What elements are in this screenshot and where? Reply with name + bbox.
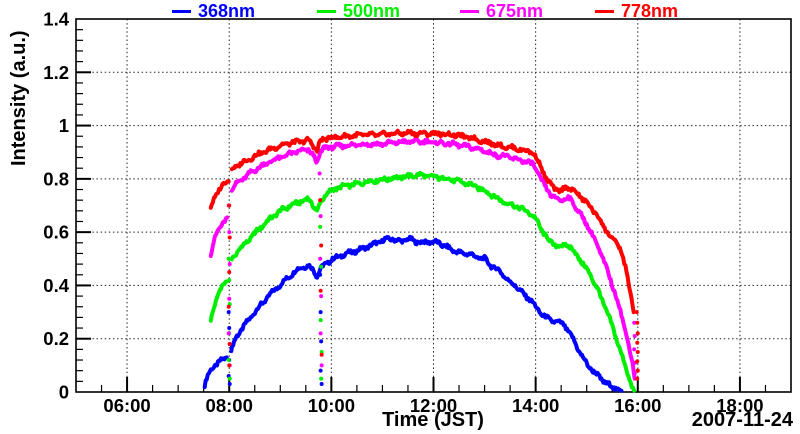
y-tick-label: 1.2 <box>43 62 69 83</box>
y-axis-title: Intensity (a.u.) <box>8 30 30 166</box>
x-tick-label: 16:00 <box>614 395 661 416</box>
series-curve-778nm <box>208 128 640 381</box>
legend-label-368nm: 368nm <box>198 1 256 21</box>
legend-line-swatch-778nm <box>595 9 614 13</box>
legend-item-500nm: 500nm <box>317 1 400 21</box>
y-tick-label: 0 <box>59 382 69 403</box>
x-tick-label: 14:00 <box>512 395 559 416</box>
legend-line-swatch-500nm <box>317 9 336 13</box>
series-curve-675nm <box>208 136 638 381</box>
gridlines <box>76 19 791 392</box>
series-curve-368nm <box>202 234 624 393</box>
y-tick-label: 0.6 <box>43 222 69 243</box>
y-tick-label: 1 <box>59 115 69 136</box>
legend-item-675nm: 675nm <box>460 1 543 21</box>
y-tick-label: 0.8 <box>43 168 69 189</box>
x-tick-label: 10:00 <box>308 395 355 416</box>
x-axis-title: Time (JST) <box>382 409 484 431</box>
x-tick-label: 06:00 <box>103 395 150 416</box>
legend-label-500nm: 500nm <box>343 1 401 21</box>
legend-item-778nm: 778nm <box>595 1 678 21</box>
y-tick-label: 0.4 <box>43 275 69 296</box>
legend-line-swatch-368nm <box>172 9 191 13</box>
series-curve-500nm <box>208 170 637 393</box>
x-tick-label: 18:00 <box>716 395 763 416</box>
y-tick-label: 0.2 <box>43 328 69 349</box>
date-annotation: 2007-11-24 <box>691 409 793 431</box>
y-tick-label: 1.4 <box>43 9 69 30</box>
axis-ticks <box>76 29 767 392</box>
x-tick-label: 12:00 <box>410 395 457 416</box>
legend-label-778nm: 778nm <box>621 1 679 21</box>
legend-line-swatch-675nm <box>460 9 479 13</box>
legend-item-368nm: 368nm <box>172 1 255 21</box>
x-tick-label: 08:00 <box>206 395 253 416</box>
legend-label-675nm: 675nm <box>486 1 544 21</box>
